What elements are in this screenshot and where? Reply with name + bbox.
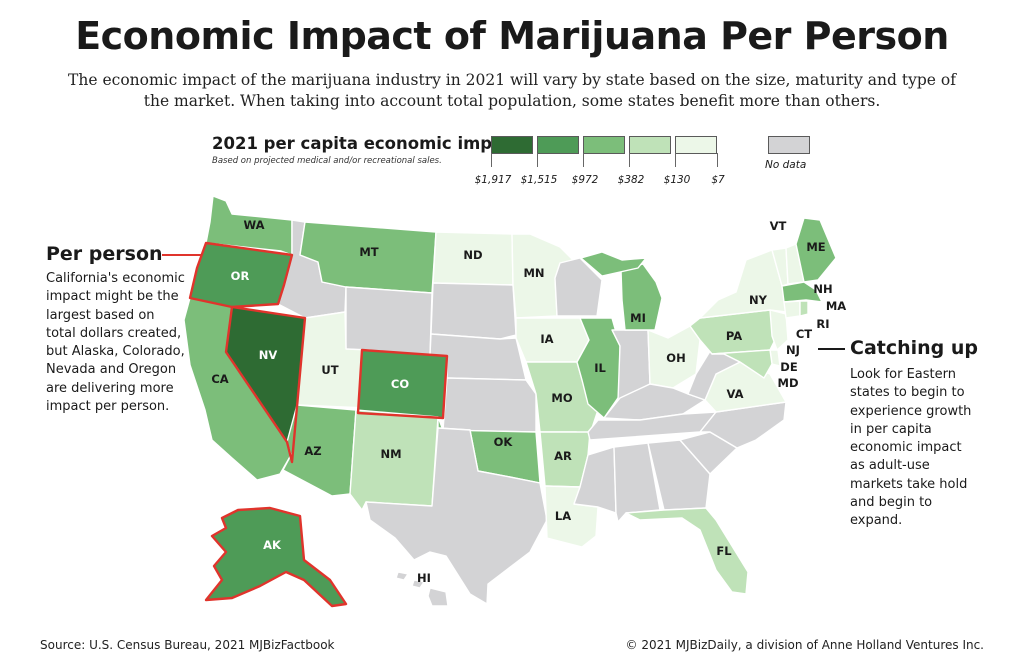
legend-tick-label: $1,917 <box>474 174 512 186</box>
state-ks[interactable] <box>442 377 537 433</box>
state-label-me: ME <box>806 240 825 254</box>
state-mi[interactable] <box>620 263 663 331</box>
legend-tick <box>629 153 630 167</box>
state-label-oh: OH <box>666 351 685 365</box>
state-label-nm: NM <box>380 447 401 461</box>
state-label-nv: NV <box>259 348 278 362</box>
state-label-co: CO <box>391 377 409 391</box>
state-label-az: AZ <box>304 444 321 458</box>
legend-subtitle: Based on projected medical and/or recrea… <box>212 156 442 166</box>
callout-right-body: Look for Eastern states to begin to expe… <box>850 367 972 529</box>
state-label-mi: MI <box>630 311 646 325</box>
legend-nodata-label: No data <box>765 159 807 171</box>
state-wi[interactable] <box>554 257 603 317</box>
legend-swatch-2 <box>537 136 579 154</box>
state-label-ut: UT <box>321 363 338 377</box>
state-label-mn: MN <box>523 266 544 280</box>
legend-tick-label: $972 <box>571 174 599 186</box>
legend-swatch-4 <box>629 136 671 154</box>
footer-source: Source: U.S. Census Bureau, 2021 MJBizFa… <box>40 638 335 652</box>
state-label-ny: NY <box>749 293 768 307</box>
state-label-la: LA <box>555 509 571 523</box>
state-wy[interactable] <box>345 286 433 356</box>
state-label-wa: WA <box>243 218 264 232</box>
callout-left-heading: Per person <box>46 243 163 265</box>
state-label-va: VA <box>726 387 743 401</box>
state-label-mo: MO <box>551 391 572 405</box>
legend-swatch-1 <box>491 136 533 154</box>
state-label-hi: HI <box>417 571 431 585</box>
state-sd[interactable] <box>430 282 517 340</box>
state-label-ok: OK <box>494 435 514 449</box>
legend-tick-label: $7 <box>711 174 725 186</box>
legend-tick-label: $382 <box>617 174 645 186</box>
legend-tick <box>583 153 584 167</box>
state-label-pa: PA <box>726 329 742 343</box>
state-label-fl: FL <box>716 544 732 558</box>
state-tn[interactable] <box>587 411 717 441</box>
footer-copyright: © 2021 MJBizDaily, a division of Anne Ho… <box>625 638 985 652</box>
state-hi[interactable] <box>395 571 409 581</box>
state-or-highlight <box>188 241 294 309</box>
state-ny[interactable] <box>699 249 787 319</box>
callout-right-heading: Catching up <box>850 337 979 359</box>
state-fl[interactable] <box>625 507 749 595</box>
state-ct[interactable] <box>783 300 801 319</box>
state-label-ak: AK <box>263 538 282 552</box>
state-label-ma: MA <box>826 299 846 313</box>
state-ri[interactable] <box>799 300 809 317</box>
state-label-ri: RI <box>816 317 829 331</box>
state-hi-2[interactable] <box>411 579 425 589</box>
legend-tick <box>717 153 718 167</box>
state-label-ca: CA <box>211 372 228 386</box>
legend-swatch-3 <box>583 136 625 154</box>
page-subtitle: The economic impact of the marijuana ind… <box>68 71 956 110</box>
legend-tick-label: $1,515 <box>520 174 558 186</box>
state-label-ct: CT <box>796 327 812 341</box>
state-label-or: OR <box>231 269 250 283</box>
state-tx[interactable] <box>365 427 548 605</box>
state-label-vt: VT <box>770 219 787 233</box>
state-md[interactable] <box>711 349 773 379</box>
state-label-md: MD <box>778 376 799 390</box>
state-mi-upper[interactable] <box>580 251 647 277</box>
callout-left-body: California's economic impact might be th… <box>46 271 185 415</box>
state-label-nj: NJ <box>786 343 800 357</box>
state-ak[interactable] <box>205 507 347 607</box>
state-label-de: DE <box>780 360 798 374</box>
legend-tick <box>675 153 676 167</box>
legend-title: 2021 per capita economic impact <box>212 134 521 153</box>
state-label-ar: AR <box>554 449 572 463</box>
state-hi-3[interactable] <box>427 587 449 607</box>
state-label-mt: MT <box>359 245 378 259</box>
page-title: Economic Impact of Marijuana Per Person <box>75 14 949 58</box>
state-label-nh: NH <box>813 282 832 296</box>
state-label-il: IL <box>594 361 606 375</box>
legend-swatch-nodata <box>768 136 810 154</box>
state-label-ia: IA <box>540 332 553 346</box>
state-nv-highlight <box>224 305 307 464</box>
state-ga[interactable] <box>647 439 711 511</box>
state-co-highlight <box>356 348 449 420</box>
legend-tick <box>537 153 538 167</box>
legend-tick-label: $130 <box>663 174 691 186</box>
legend-tick <box>491 153 492 167</box>
state-ak-highlight <box>204 506 348 608</box>
state-nj[interactable] <box>769 309 789 351</box>
legend-swatch-5 <box>675 136 717 154</box>
state-label-nd: ND <box>463 248 482 262</box>
